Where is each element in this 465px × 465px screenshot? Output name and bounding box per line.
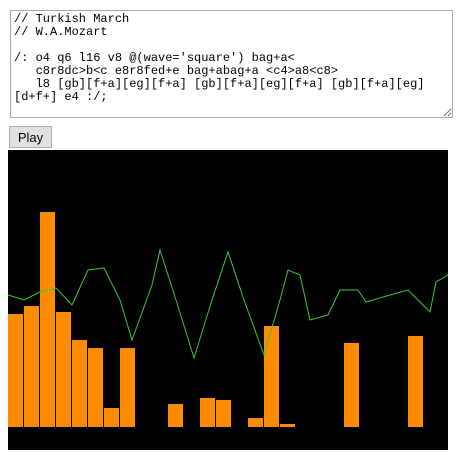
spectrum-bar [120, 348, 135, 427]
spectrum-bar [104, 408, 119, 427]
code-editor[interactable]: // Turkish March // W.A.Mozart /: o4 q6 … [10, 10, 453, 118]
spectrum-bar [200, 398, 215, 427]
spectrum-bar [8, 314, 23, 427]
spectrum-bar [344, 343, 359, 427]
waveform-line [8, 248, 448, 360]
spectrum-bar [24, 306, 39, 427]
spectrum-bar [216, 400, 231, 427]
spectrum-bar [264, 326, 279, 427]
spectrum-bar [168, 404, 183, 427]
spectrum-bar [40, 212, 55, 427]
spectrum-bar [88, 348, 103, 427]
spectrum-bar [248, 418, 263, 427]
spectrum-bar [280, 424, 295, 427]
spectrum-bar [56, 312, 71, 427]
spectrum-bar [72, 340, 87, 427]
visualizer [8, 150, 448, 450]
play-button[interactable]: Play [9, 126, 52, 148]
spectrum-bar [408, 336, 423, 427]
